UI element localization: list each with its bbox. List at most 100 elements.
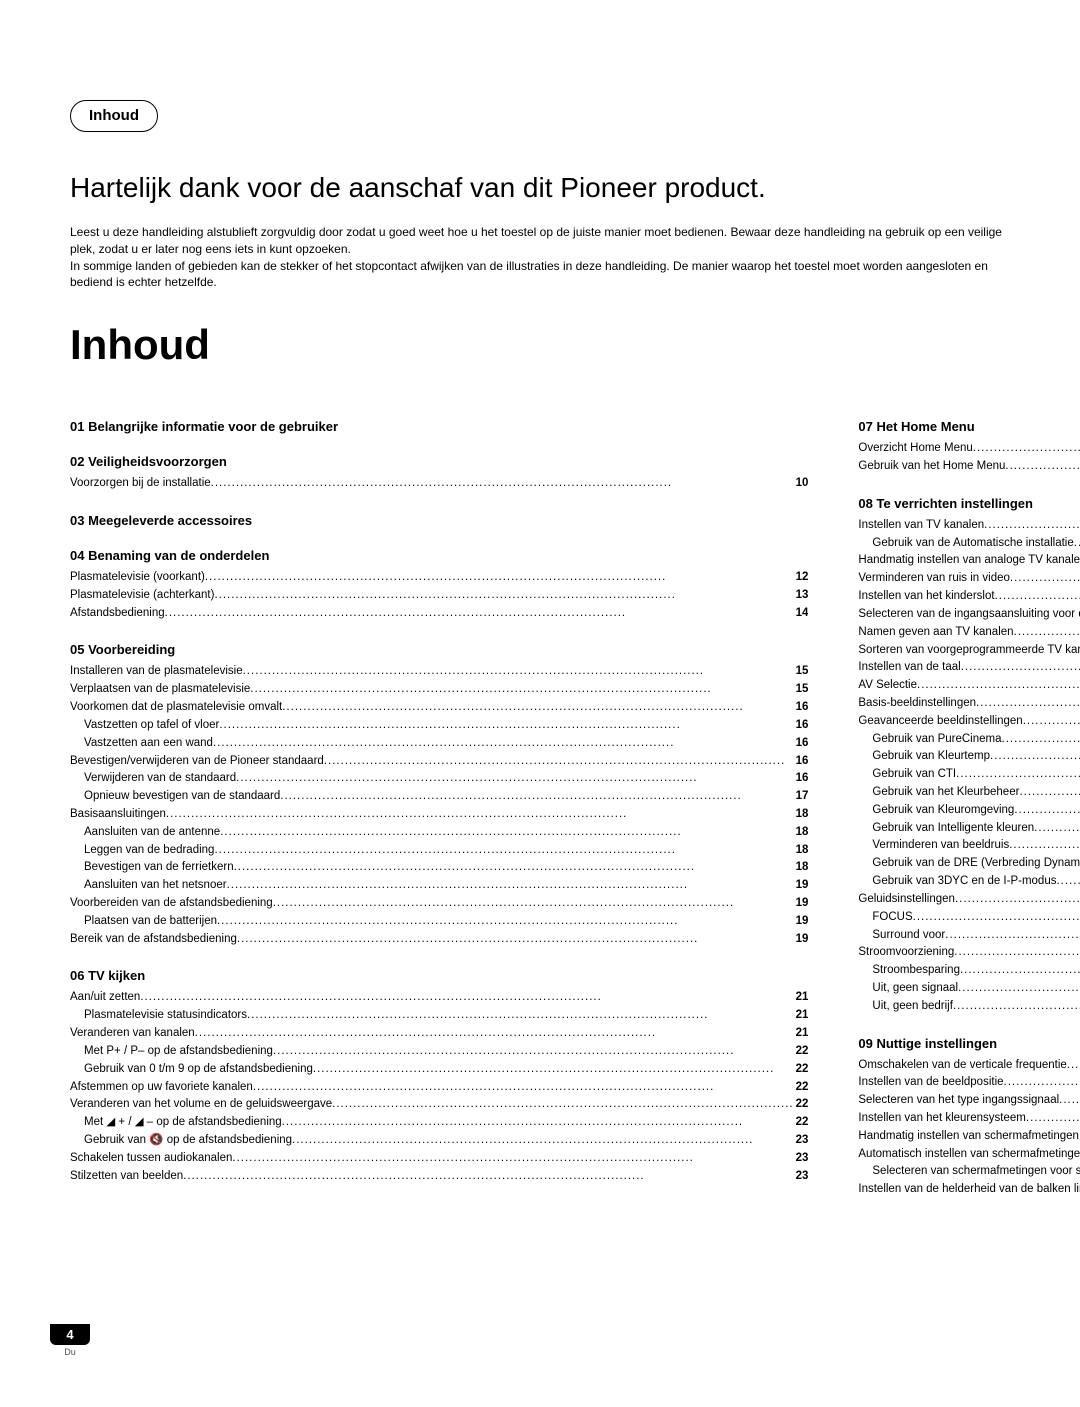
toc-dots [1014, 802, 1080, 820]
toc-entry: Namen geven aan TV kanalen 27 [858, 624, 1080, 642]
intro-para-1: Leest u deze handleiding alstublieft zor… [70, 224, 1010, 258]
toc-dots [945, 927, 1080, 945]
toc-entry: Instellen van het kinderslot 26 [858, 588, 1080, 606]
toc-dots [232, 1150, 793, 1168]
toc-dots [243, 663, 794, 681]
toc-dots [220, 824, 793, 842]
toc-entry: Bevestigen van de ferrietkern 18 [70, 859, 808, 877]
toc-dots [1002, 731, 1080, 749]
toc-dots [990, 748, 1080, 766]
toc-entry: Gebruik van Intelligente kleuren 30 [858, 820, 1080, 838]
toc-entry: Stroomvoorziening 33 [858, 944, 1080, 962]
toc-dots [165, 605, 794, 623]
toc-entry: Instellen van de taal 28 [858, 659, 1080, 677]
toc-entry-label: Gebruik van het Home Menu [858, 458, 1005, 476]
toc-entry-label: Plasmatelevisie (voorkant) [70, 569, 205, 587]
toc-dots [273, 1043, 794, 1061]
toc-dots [955, 891, 1080, 909]
toc-dots [1034, 820, 1080, 838]
toc-entry-label: Plasmatelevisie (achterkant) [70, 587, 214, 605]
toc-entry: Plasmatelevisie statusindicators 21 [70, 1007, 808, 1025]
toc-entry-label: Selecteren van schermafmetingen voor sig… [872, 1163, 1080, 1181]
toc-entry-label: Basisaansluitingen [70, 806, 166, 824]
toc-entry-label: Stilzetten van beelden [70, 1168, 183, 1186]
toc-entry-page: 23 [794, 1132, 809, 1150]
toc-dots [1019, 784, 1080, 802]
toc-entry-page: 10 [794, 475, 809, 493]
toc-entry: Basisaansluitingen 18 [70, 806, 808, 824]
toc-entry-page: 18 [794, 806, 809, 824]
toc-dots [973, 440, 1080, 458]
toc-entry: Stroombesparing 33 [858, 962, 1080, 980]
toc-dots [1023, 713, 1080, 731]
toc-entry-page: 16 [794, 735, 809, 753]
toc-column-right: 07 Het Home MenuOverzicht Home Menu 24Ge… [858, 399, 1080, 1199]
toc-entry: Voorkomen dat de plasmatelevisie omvalt … [70, 699, 808, 717]
intro-text: Leest u deze handleiding alstublieft zor… [70, 224, 1010, 291]
toc-entry: Automatisch instellen van schermafmeting… [858, 1146, 1080, 1164]
toc-entry-label: Instellen van TV kanalen [858, 517, 984, 535]
toc-entry-label: Afstandsbediening [70, 605, 165, 623]
toc-entry-label: Bevestigen/verwijderen van de Pioneer st… [70, 753, 324, 771]
toc-entry: Vastzetten aan een wand 16 [70, 735, 808, 753]
toc-entry: Handmatig instellen van analoge TV kanal… [858, 552, 1080, 570]
toc-dots [253, 1079, 794, 1097]
toc-entry-label: Voorzorgen bij de installatie [70, 475, 211, 493]
toc-entry-label: Stroomvoorziening [858, 944, 954, 962]
toc-entry: Handmatig instellen van schermafmetingen… [858, 1128, 1080, 1146]
header-chip: Inhoud [70, 100, 158, 132]
toc-entry-page: 12 [794, 569, 809, 587]
toc-entry-label: Gebruik van Intelligente kleuren [872, 820, 1034, 838]
toc-entry-label: Aan/uit zetten [70, 989, 140, 1007]
toc-entry: Met ◢ + / ◢ – op de afstandsbediening 22 [70, 1114, 808, 1132]
toc-entry: Veranderen van kanalen 21 [70, 1025, 808, 1043]
toc-entry-page: 16 [794, 699, 809, 717]
toc-entry-label: Uit, geen signaal [872, 980, 958, 998]
toc-dots [195, 1025, 794, 1043]
header-label: Inhoud [89, 107, 139, 124]
thank-you-heading: Hartelijk dank voor de aanschaf van dit … [70, 172, 1010, 204]
toc-dots [1004, 1074, 1080, 1092]
toc-dots [917, 677, 1080, 695]
toc-entry-label: Automatisch instellen van schermafmeting… [858, 1146, 1080, 1164]
page-number: 4 [50, 1324, 90, 1345]
toc-entry-label: Handmatig instellen van analoge TV kanal… [858, 552, 1080, 570]
toc-dots [250, 681, 793, 699]
toc-entry-label: FOCUS [872, 909, 912, 927]
toc-entry-label: Verwijderen van de standaard [84, 770, 236, 788]
toc-dots [1014, 624, 1080, 642]
toc-entry: Aan/uit zetten 21 [70, 989, 808, 1007]
toc-entry: Gebruik van PureCinema 29 [858, 731, 1080, 749]
toc-dots [183, 1168, 793, 1186]
toc-entry: Instellen van het kleurensysteem 34 [858, 1110, 1080, 1128]
main-title: Inhoud [70, 321, 1010, 369]
toc-entry: Gebruik van CTI 30 [858, 766, 1080, 784]
toc-entry: Verminderen van ruis in video 26 [858, 570, 1080, 588]
toc-entry-label: Installeren van de plasmatelevisie [70, 663, 243, 681]
toc-entry: Stilzetten van beelden 23 [70, 1168, 808, 1186]
toc-entry-page: 21 [794, 989, 809, 1007]
toc-entry: Overzicht Home Menu 24 [858, 440, 1080, 458]
toc-entry: Gebruik van het Home Menu 24 [858, 458, 1080, 476]
toc-entry-label: AV Selectie [858, 677, 917, 695]
toc-entry: Uit, geen bedrijf 33 [858, 998, 1080, 1016]
toc-entry-label: Overzicht Home Menu [858, 440, 972, 458]
toc-entry: Verplaatsen van de plasmatelevisie 15 [70, 681, 808, 699]
toc-section-heading: 08 Te verrichten instellingen [858, 496, 1080, 511]
toc-entry: Selecteren van het type ingangssignaal 3… [858, 1092, 1080, 1110]
toc-entry: Sorteren van voorgeprogrammeerde TV kana… [858, 642, 1080, 660]
toc-entry: Geavanceerde beeldinstellingen 29 [858, 713, 1080, 731]
toc-entry-page: 19 [794, 931, 809, 949]
toc-entry: Schakelen tussen audiokanalen 23 [70, 1150, 808, 1168]
toc-entry: Bereik van de afstandsbediening 19 [70, 931, 808, 949]
toc-entry: Omschakelen van de verticale frequentie … [858, 1057, 1080, 1075]
toc-entry-label: Vastzetten aan een wand [84, 735, 213, 753]
toc-entry: Bevestigen/verwijderen van de Pioneer st… [70, 753, 808, 771]
toc-entry-label: Geavanceerde beeldinstellingen [858, 713, 1022, 731]
toc-entry: Gebruik van het Kleurbeheer 30 [858, 784, 1080, 802]
toc-dots [332, 1096, 793, 1114]
toc-entry: Plasmatelevisie (achterkant) 13 [70, 587, 808, 605]
page-sub: Du [50, 1347, 90, 1357]
toc-entry-page: 22 [794, 1096, 809, 1114]
toc-dots [913, 909, 1080, 927]
